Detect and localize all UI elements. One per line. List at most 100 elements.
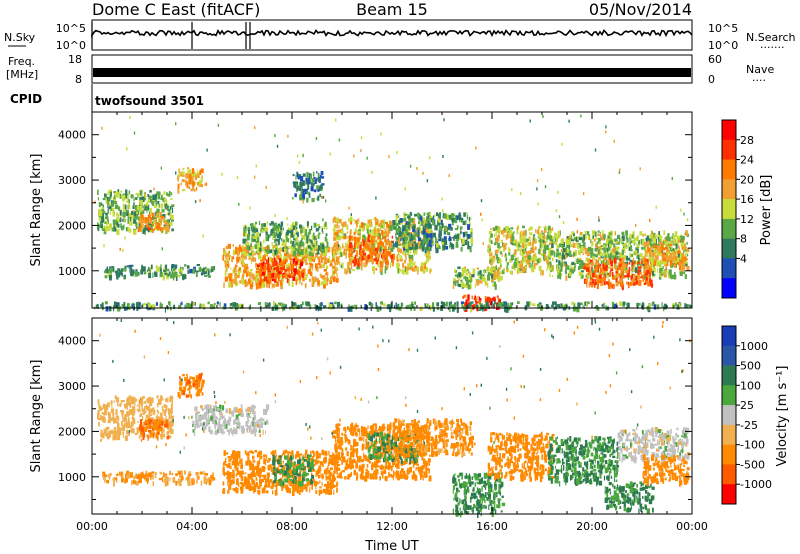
power-cell — [626, 272, 630, 278]
power-cell — [414, 265, 417, 269]
power-cell — [360, 257, 362, 263]
power-cell — [267, 234, 271, 238]
power-cell — [312, 247, 315, 252]
freq-label: Freq. — [8, 55, 35, 68]
power-cell — [132, 269, 135, 275]
velocity-cell — [171, 422, 173, 427]
power-cell — [398, 228, 401, 231]
power-cell — [328, 256, 330, 263]
power-cell — [123, 194, 126, 200]
power-cell — [690, 305, 693, 308]
power-cell — [274, 249, 277, 255]
power-cell — [602, 303, 605, 308]
power-cell — [311, 278, 316, 283]
velocity-cell — [100, 407, 103, 411]
power-cell — [467, 294, 470, 301]
power-cell — [535, 238, 537, 244]
power-cell — [548, 230, 552, 234]
power-cell — [636, 275, 640, 281]
power-cell — [276, 281, 279, 287]
power-cell — [309, 304, 312, 310]
power-cell — [560, 266, 563, 269]
power-cell — [488, 297, 492, 303]
power-cell — [574, 263, 576, 269]
power-cell — [137, 304, 141, 310]
power-cell — [399, 269, 402, 272]
power-cell — [611, 301, 615, 308]
power-cell — [376, 257, 378, 260]
power-cell — [180, 171, 182, 175]
power-cell — [190, 188, 194, 192]
power-cell — [152, 215, 155, 219]
power-cell — [166, 273, 169, 276]
power-cell — [446, 227, 450, 231]
power-cell — [459, 226, 463, 230]
power-cell — [465, 300, 468, 306]
power-cell — [268, 273, 271, 277]
power-cell — [260, 276, 262, 281]
power-cell — [587, 248, 591, 252]
power-cell — [290, 240, 292, 244]
power-cell — [668, 271, 671, 277]
power-cell — [318, 226, 321, 229]
power-cell — [347, 243, 349, 249]
power-cell — [362, 234, 366, 239]
power-cell — [516, 262, 518, 268]
power-cell — [454, 274, 458, 277]
power-cell — [195, 270, 199, 273]
power-cell — [490, 262, 493, 266]
power-cell — [421, 262, 424, 265]
power-cell — [240, 260, 242, 263]
power-cell — [171, 264, 174, 267]
power-cell — [380, 248, 382, 252]
power-cell — [574, 266, 576, 272]
power-cell — [603, 236, 606, 239]
power-cell — [354, 304, 358, 308]
power-cell — [160, 227, 163, 232]
power-cell — [540, 242, 543, 248]
power-cell — [116, 222, 119, 226]
power-cell — [427, 238, 431, 245]
power-cell — [325, 233, 328, 237]
power-cell — [300, 241, 304, 247]
power-cell — [424, 251, 427, 256]
power-cell — [164, 307, 166, 313]
power-cell — [186, 265, 190, 269]
power-cell — [675, 302, 677, 306]
power-cell — [333, 216, 336, 222]
power-cell — [189, 268, 193, 274]
power-cell — [447, 307, 449, 311]
power-cell — [451, 243, 455, 250]
power-cell — [467, 268, 469, 272]
power-cell — [681, 242, 685, 247]
power-cell — [155, 219, 157, 225]
power-cell — [538, 257, 542, 263]
power-cell — [605, 248, 609, 252]
power-cell — [651, 265, 654, 269]
power-cell — [428, 224, 432, 229]
power-cell — [375, 254, 378, 259]
power-cell — [583, 235, 585, 241]
power-cell — [280, 253, 282, 256]
power-cell — [619, 278, 623, 283]
power-cell — [350, 235, 353, 240]
power-cell — [241, 260, 244, 264]
power-cell — [272, 283, 276, 288]
power-cell — [526, 301, 530, 307]
power-cell — [369, 219, 373, 222]
power-cell — [322, 231, 324, 234]
power-cell — [327, 278, 329, 282]
power-cell — [270, 273, 273, 279]
power-cell — [578, 236, 583, 241]
power-cell — [404, 242, 407, 246]
power-cell — [117, 223, 120, 228]
power-cell — [423, 241, 427, 245]
power-cell — [245, 266, 249, 270]
power-cell — [491, 274, 495, 279]
power-cell — [661, 247, 666, 251]
power-cell — [272, 267, 274, 270]
power-cell — [540, 270, 542, 276]
power-cell — [292, 232, 296, 238]
power-cell — [248, 254, 252, 258]
power-cell — [181, 189, 186, 192]
